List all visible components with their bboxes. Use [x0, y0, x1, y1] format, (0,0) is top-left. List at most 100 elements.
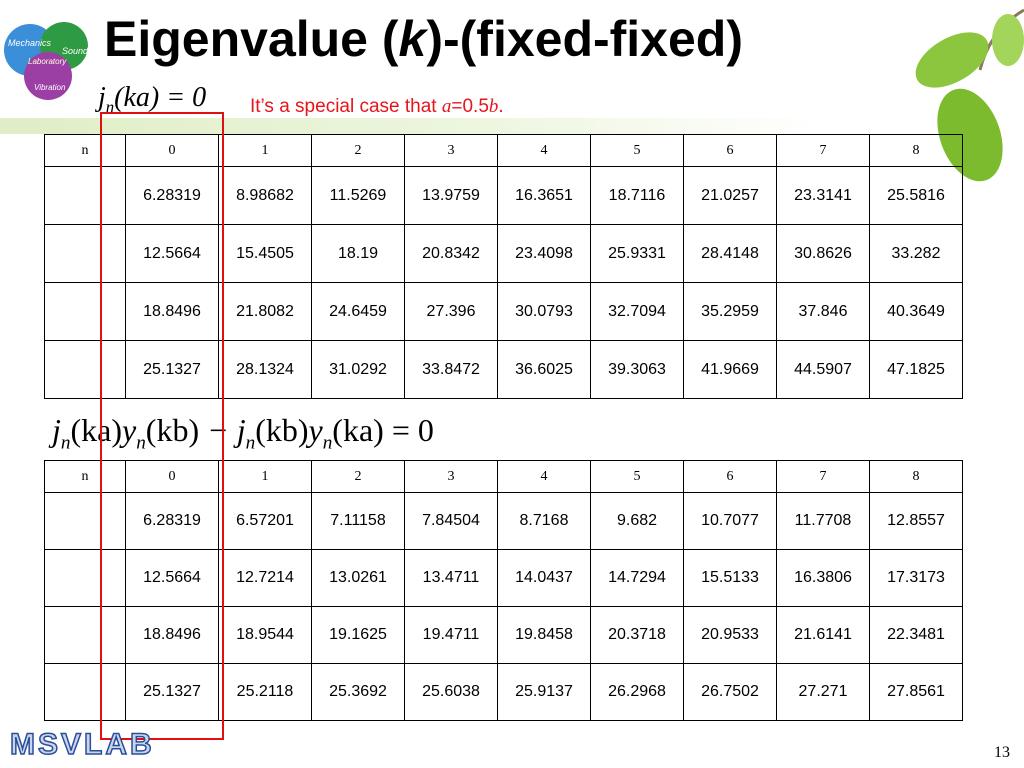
eq-part: n: [60, 432, 71, 454]
cell: 18.7116: [590, 166, 684, 225]
cell: 7.84504: [404, 492, 498, 550]
cell: 27.271: [776, 663, 870, 721]
title-text: k: [398, 11, 427, 67]
highlight-box: [100, 112, 224, 740]
cell: 19.8458: [497, 606, 591, 664]
note: It’s a special case that a=0.5b.: [250, 96, 504, 118]
cell: 21.6141: [776, 606, 870, 664]
cell: 9.682: [590, 492, 684, 550]
equation: jn(ka) = 0: [92, 82, 213, 118]
cell: [44, 549, 126, 607]
title: Eigenvalue (k)-(fixed-fixed): [104, 10, 743, 68]
cell: 23.4098: [497, 224, 591, 283]
cell: 32.7094: [590, 282, 684, 341]
cell: 8.7168: [497, 492, 591, 550]
cell: [44, 340, 126, 399]
cell: 25.2118: [218, 663, 312, 721]
cell: 19.4711: [404, 606, 498, 664]
header-cell: 5: [590, 460, 684, 493]
cell: 39.3063: [590, 340, 684, 399]
cell: 36.6025: [497, 340, 591, 399]
row: 12.5664 15.4505 18.19 20.8342 23.4098 25.9331…: [44, 224, 963, 283]
cell: 27.396: [404, 282, 498, 341]
row: 6.28319 6.57201 7.11158 7.84504 8.7168 9.682 1…: [44, 492, 963, 550]
header-cell: 2: [311, 134, 405, 167]
cell: 30.0793: [497, 282, 591, 341]
note-text: b: [488, 96, 499, 117]
cell: 28.4148: [683, 224, 777, 283]
header-cell: 8: [869, 460, 963, 493]
header-cell: 4: [497, 460, 591, 493]
logo-word: Laboratory: [28, 57, 67, 66]
cell: 20.8342: [404, 224, 498, 283]
row: 18.8496 21.8082 24.6459 27.396 30.0793 32.709…: [44, 282, 963, 341]
table: n 0 1 2 3 4 5 6 7 8 6.28319 6.57201 7.11158 7.84504 8.…: [44, 460, 963, 721]
logo-word: Mechanics: [8, 38, 52, 48]
header-cell: 2: [311, 460, 405, 493]
cell: 28.1324: [218, 340, 312, 399]
header-cell: n: [44, 460, 126, 493]
cell: 18.19: [311, 224, 405, 283]
cell: 14.0437: [497, 549, 591, 607]
equation: jn(ka)yn(kb) − jn(kb)yn(ka) = 0: [52, 412, 434, 454]
header-cell: 5: [590, 134, 684, 167]
header-cell: 0: [125, 460, 219, 493]
cell: 22.3481: [869, 606, 963, 664]
cell: 13.0261: [311, 549, 405, 607]
cell: 19.1625: [311, 606, 405, 664]
eq-part: (kb): [145, 412, 200, 448]
cell: 20.3718: [590, 606, 684, 664]
row: 25.1327 28.1324 31.0292 33.8472 36.6025 39.30…: [44, 340, 963, 399]
cell: 27.8561: [869, 663, 963, 721]
header-cell: 4: [497, 134, 591, 167]
cell: 23.3141: [776, 166, 870, 225]
cell: 6.28319: [125, 492, 219, 550]
cell: 20.9533: [683, 606, 777, 664]
eq-part: j: [98, 82, 106, 113]
header-cell: 7: [776, 460, 870, 493]
table: n 0 1 2 3 4 5 6 7 8 6.28319 8.98682 11.5269 13.9759 16…: [44, 134, 963, 399]
cell: 25.6038: [404, 663, 498, 721]
eq-part: − j: [199, 412, 246, 448]
cell: 11.7708: [776, 492, 870, 550]
title-text: )-(fixed-fixed): [426, 11, 743, 67]
logo: Mechanics Sound Laboratory Vibration: [4, 22, 89, 100]
row: 12.5664 12.7214 13.0261 13.4711 14.0437 14.72…: [44, 549, 963, 607]
cell: 26.2968: [590, 663, 684, 721]
header-cell: 6: [683, 134, 777, 167]
eq-part: n: [105, 97, 115, 117]
cell: 16.3651: [497, 166, 591, 225]
cell: [44, 606, 126, 664]
note-text: =0.5: [451, 96, 489, 117]
cell: 12.8557: [869, 492, 963, 550]
cell: [44, 224, 126, 283]
cell: 25.1327: [125, 663, 219, 721]
row: 18.8496 18.9544 19.1625 19.4711 19.8458 20.37…: [44, 606, 963, 664]
cell: 18.8496: [125, 606, 219, 664]
note-text: .: [498, 96, 504, 117]
cell: 14.7294: [590, 549, 684, 607]
leaves: [915, 8, 1024, 182]
page-number: 13: [994, 744, 1010, 761]
cell: 15.4505: [218, 224, 312, 283]
header-cell: 7: [776, 134, 870, 167]
cell: 26.7502: [683, 663, 777, 721]
header-band: [0, 118, 820, 134]
cell: 18.9544: [218, 606, 312, 664]
eq-part: (ka): [70, 412, 122, 448]
eq-part: j: [52, 412, 61, 448]
cell: 33.282: [869, 224, 963, 283]
cell: [44, 282, 126, 341]
cell: 25.9331: [590, 224, 684, 283]
cell: 16.3806: [776, 549, 870, 607]
cell: 25.9137: [497, 663, 591, 721]
logo-word: Vibration: [34, 83, 66, 92]
eq-part: y: [308, 412, 323, 448]
eq-part: n: [322, 432, 333, 454]
cell: [44, 663, 126, 721]
row: 25.1327 25.2118 25.3692 25.6038 25.9137 26.29…: [44, 663, 963, 721]
cell: 30.8626: [776, 224, 870, 283]
cell: 24.6459: [311, 282, 405, 341]
